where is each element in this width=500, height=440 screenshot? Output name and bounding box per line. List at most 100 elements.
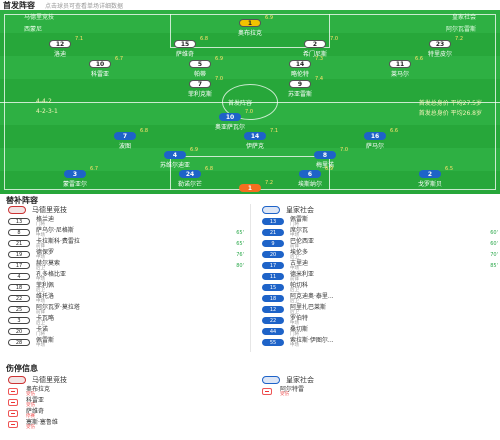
home-player-14[interactable]: 14 略伦特 7.3 (275, 56, 325, 78)
sub-name: 格兰迪 (36, 215, 55, 223)
away-player-7[interactable]: 7 波图 6.8 (100, 128, 150, 150)
player-name: 莱马尔 (390, 71, 409, 78)
shirt-icon: 28 (8, 339, 30, 346)
sub-row[interactable]: 19 德保罗 中场 76' (8, 249, 248, 260)
sub-row[interactable]: 18 菲利佩 后卫 (8, 282, 248, 293)
home-lineup-value: 首发总身价 平均27.5岁 (418, 100, 482, 107)
away-player-4[interactable]: 4 苏维尔迪亚 6.9 (150, 147, 200, 169)
injury-row[interactable]: 塞斯·塞鲁维 受伤 (8, 419, 248, 430)
away-player-8[interactable]: 8 梅里诺 7.0 (300, 147, 350, 169)
player-rating: 7.1 (270, 128, 278, 134)
away-player-14[interactable]: 14 伊萨克 7.1 (230, 128, 280, 150)
away-player-2[interactable]: 2 戈罗斯贝 6.5 (405, 166, 455, 188)
sub-name: 维托洛 (36, 292, 55, 300)
sub-row[interactable]: 18 阿克迪奥·泰里... 后卫 (262, 293, 500, 304)
away-injury-team: 皇家社会 (262, 373, 500, 386)
sub-row[interactable]: 11 德米利亚 前锋 (262, 271, 500, 282)
sub-row[interactable]: 22 罗伯特 中场 (262, 315, 500, 326)
away-player-24[interactable]: 24 勒诺尔芒 6.8 (165, 166, 215, 188)
sub-row[interactable]: 20 卡诺 门将 (8, 326, 248, 337)
top-penalty-box (170, 14, 330, 48)
injury-reason: 停赛 (26, 413, 35, 419)
sub-position: 前锋 (36, 309, 45, 315)
player-rating: 7.0 (245, 109, 253, 115)
away-player-3[interactable]: 3 蒙雷亚尔 6.7 (50, 166, 100, 188)
sub-name: 索拉斯·伊图尔... (290, 336, 334, 344)
player-rating: 7.1 (75, 36, 83, 42)
player-rating: 6.9 (215, 56, 223, 62)
injury-row[interactable]: 阿尔特雷 受伤 (262, 386, 500, 397)
sub-row[interactable]: 4 孔多格比亚 中场 (8, 271, 248, 282)
sub-position: 门将 (290, 331, 299, 337)
injury-player-name: 阿尔特雷 (280, 385, 305, 393)
lineup-subtitle: 点击球员可查看单场详细数据 (45, 2, 124, 10)
away-player-1[interactable]: 1雷米罗 7.2 (225, 180, 275, 194)
sub-row[interactable]: 21 卡拉斯科·费雷拉 前锋 65' (8, 238, 248, 249)
sub-position: 中场 (290, 342, 299, 348)
sub-row[interactable]: 17 赫尔莫索 后卫 80' (8, 260, 248, 271)
player-rating: 7.2 (265, 180, 273, 186)
center-circle (222, 84, 278, 120)
injury-reason: 受伤 (280, 391, 289, 397)
sub-name: 埃伦多 (290, 248, 309, 256)
away-player-6[interactable]: 6 埃斯纳尔 6.9 (285, 166, 335, 188)
shirt-icon: 22 (262, 317, 284, 324)
shirt-icon: 13 (262, 218, 284, 225)
home-player-9[interactable]: 9 苏亚雷斯 7.4 (275, 76, 325, 98)
sub-row[interactable]: 9 巴伦西亚 前锋 60' (262, 238, 500, 249)
shirt-icon: 8 (8, 229, 30, 236)
home-player-12[interactable]: 12 洛迪 7.1 (35, 36, 85, 58)
shirt-icon: 2 (419, 170, 441, 178)
player-rating: 6.5 (445, 166, 453, 172)
shirt-icon: 24 (179, 170, 201, 178)
sub-row[interactable]: 28 佩雷斯 中场 (8, 337, 248, 348)
injury-row[interactable]: 科雷亚 受伤 (8, 397, 248, 408)
sub-row[interactable]: 25 阿尔瓦罗·莫拉塔 前锋 (8, 304, 248, 315)
shirt-icon: 17 (8, 262, 30, 269)
sub-name: 萨乌尔·尼格斯 (36, 226, 74, 234)
sub-row[interactable]: 13 格兰迪 门将 (8, 216, 248, 227)
sub-row[interactable]: 21 席尔瓦 中场 60' (262, 227, 500, 238)
home-subs-team: 马德里竞技 (8, 203, 248, 216)
home-player-11[interactable]: 11 莱马尔 6.6 (375, 56, 425, 78)
sub-name: 古里迪 (290, 259, 309, 267)
home-player-23[interactable]: 23 特里皮尔 7.2 (415, 36, 465, 58)
away-coach: 阿尔瓦雷斯 (445, 26, 476, 33)
player-rating: 7.0 (340, 147, 348, 153)
away-player-16[interactable]: 16 萨马尔 6.6 (350, 128, 400, 150)
sub-row[interactable]: 22 维托洛 中场 (8, 293, 248, 304)
sub-row[interactable]: 12 阿里扎巴莱斯 后卫 (262, 304, 500, 315)
shirt-icon: 7 (189, 80, 211, 88)
shirt-icon: 44 (262, 328, 284, 335)
sub-row[interactable]: 15 帕切科 后卫 (262, 282, 500, 293)
player-name: 特里皮尔 (427, 51, 452, 58)
home-player-2[interactable]: 2 希门尼斯 7.0 (290, 36, 340, 58)
sub-row[interactable]: 13 佩雷斯 门将 (262, 216, 500, 227)
home-player-7[interactable]: 7 菲利克斯 7.0 (175, 76, 225, 98)
injury-row[interactable]: 奥布拉克 受伤 (8, 386, 248, 397)
sub-row[interactable]: 44 桑切斯 门将 (262, 326, 500, 337)
sub-row[interactable]: 20 埃伦多 后卫 70' (262, 249, 500, 260)
away-player-10[interactable]: 10 奥亚萨瓦尔 7.0 (205, 109, 255, 131)
shirt-icon: 21 (262, 229, 284, 236)
pitch-center-label: 首发阵容 (228, 100, 253, 107)
shirt-icon: 9 (289, 80, 311, 88)
shirt-icon: 21 (8, 240, 30, 247)
home-player-15[interactable]: 15 萨维奇 6.8 (160, 36, 210, 58)
shirt-icon: 55 (262, 339, 284, 346)
home-subs-list: 马德里竞技 13 格兰迪 门将 8 萨乌尔·尼格斯 中场 65' 21 卡拉斯科·费雷拉 前锋 65… (8, 203, 248, 348)
sub-position: 中场 (36, 342, 45, 348)
home-player-1[interactable]: 1 奥布拉克 6.9 (225, 15, 275, 37)
sub-row[interactable]: 17 古里迪 中场 85' (262, 260, 500, 271)
home-player-10[interactable]: 10 科雷亚 6.7 (75, 56, 125, 78)
home-player-5[interactable]: 5 帕蒂 6.9 (175, 56, 225, 78)
sub-row[interactable]: 8 萨乌尔·尼格斯 中场 65' (8, 227, 248, 238)
shirt-icon: 10 (219, 113, 241, 121)
player-rating: 6.9 (325, 166, 333, 172)
sub-row[interactable]: 55 索拉斯·伊图尔... 中场 (262, 337, 500, 348)
sub-row[interactable]: 3 卡瓦略 后卫 (8, 315, 248, 326)
player-name: 洛迪 (53, 51, 66, 58)
player-rating: 6.8 (140, 128, 148, 134)
injury-row[interactable]: 萨维奇 停赛 (8, 408, 248, 419)
player-name: 希门尼斯 (302, 51, 327, 58)
